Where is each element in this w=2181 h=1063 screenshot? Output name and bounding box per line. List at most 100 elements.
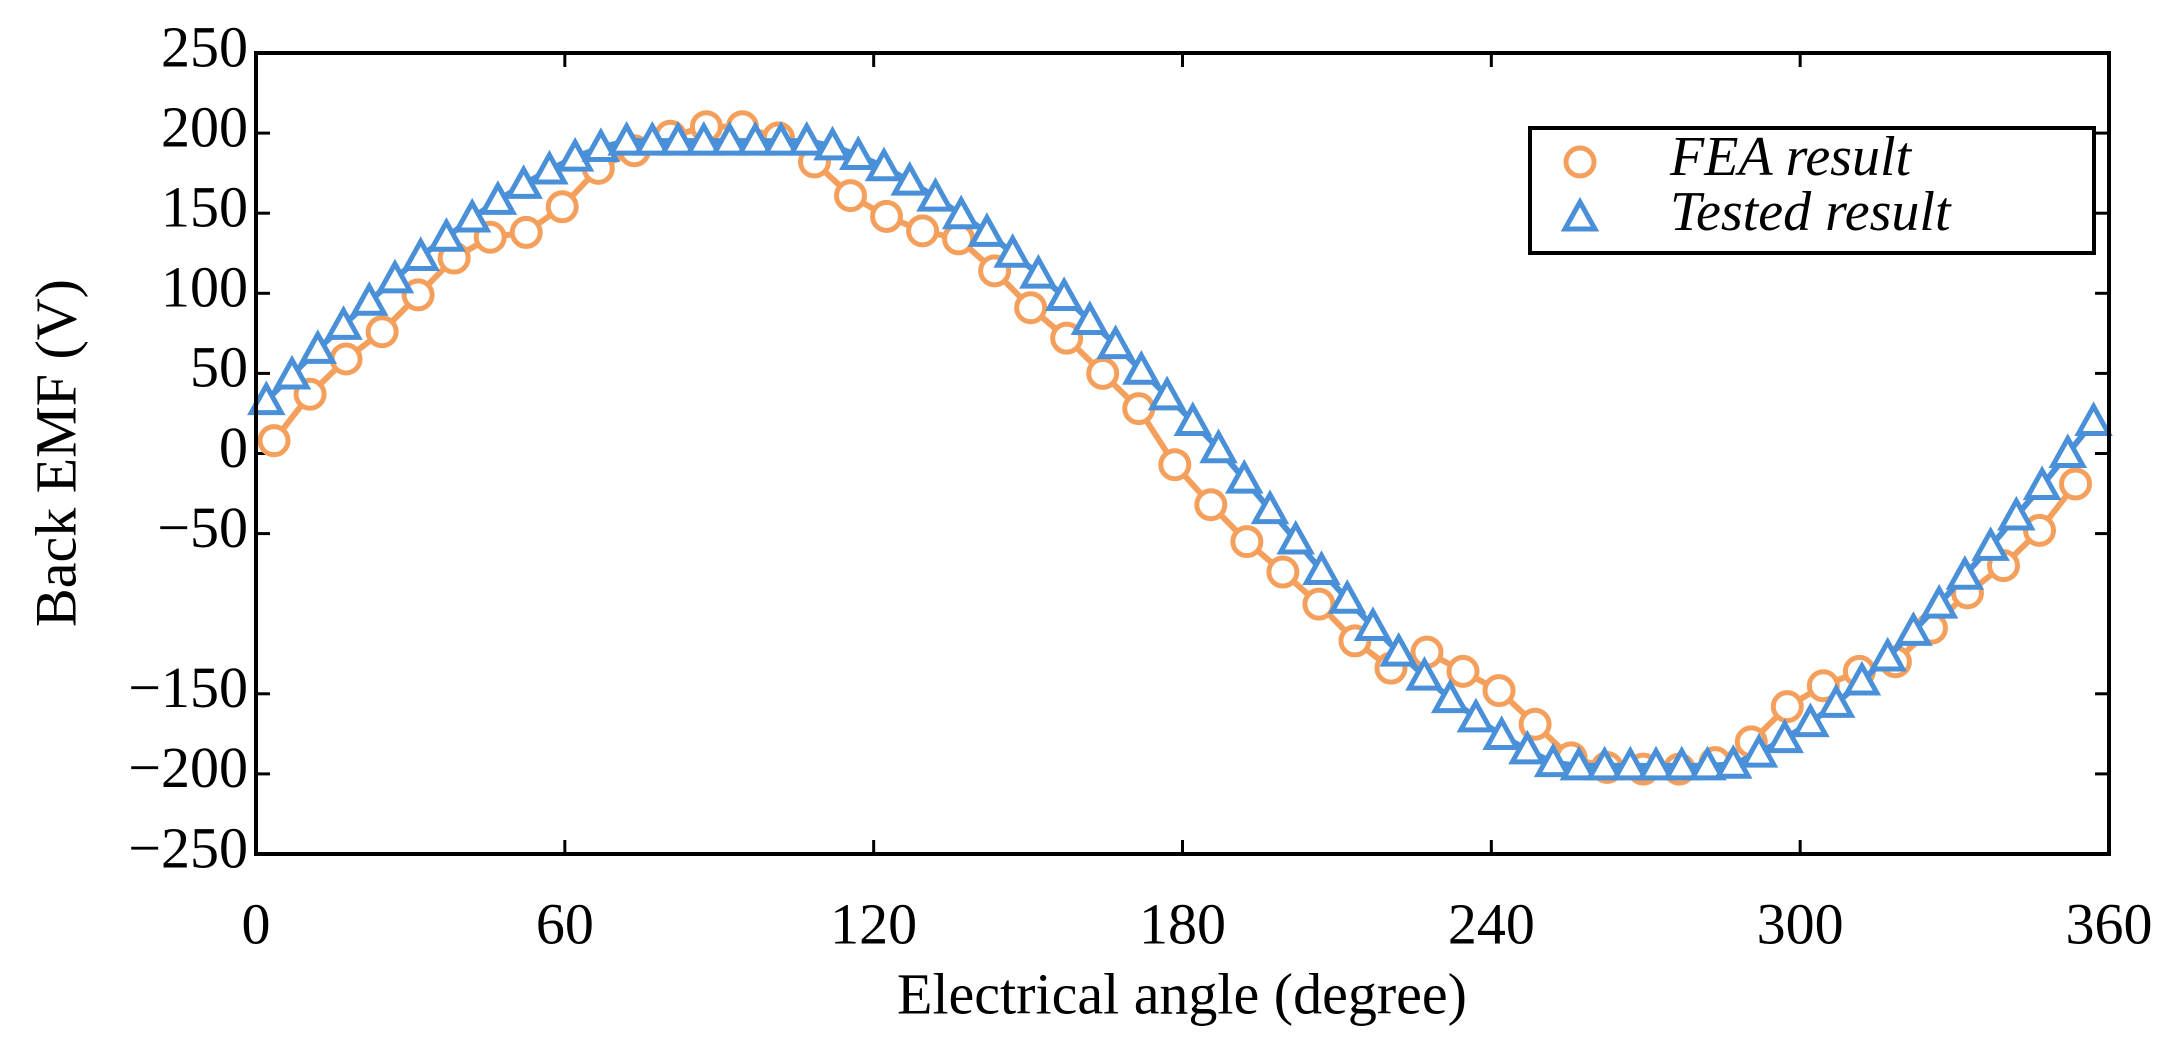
data-point (1070, 300, 1110, 336)
data-point (2059, 467, 2093, 501)
data-point (1770, 690, 1804, 724)
data-point (941, 194, 981, 230)
y-tick-label: 100 (161, 255, 248, 320)
legend-marker (1563, 145, 1597, 179)
data-point (329, 342, 363, 376)
y-tick-label: −150 (128, 655, 248, 720)
legend-label: FEA result (1669, 126, 1913, 188)
data-point (1533, 742, 1573, 778)
data-point (324, 305, 363, 340)
data-point (1688, 745, 1727, 781)
legend-label: Tested result (1670, 181, 1952, 243)
data-point (1446, 654, 1480, 688)
data-point (838, 135, 878, 171)
data-point (1014, 291, 1048, 325)
data-point (1122, 392, 1156, 426)
data-point (1971, 526, 2010, 561)
data-point (478, 180, 518, 215)
x-tick-label: 0 (242, 891, 271, 956)
y-tick-label: −200 (128, 735, 248, 800)
data-point (257, 424, 291, 458)
data-point (1714, 744, 1753, 779)
data-point (1194, 488, 1228, 522)
data-point (633, 120, 672, 156)
data-point (1353, 606, 1393, 642)
data-point (365, 315, 399, 349)
legend-box (1528, 126, 2096, 255)
data-point (1173, 401, 1213, 436)
y-tick-label: −250 (128, 815, 248, 880)
data-point (1791, 702, 1830, 738)
data-point (684, 120, 724, 156)
data-point (1636, 745, 1676, 781)
data-point (607, 120, 646, 156)
data-point (1456, 697, 1496, 733)
data-point (1611, 745, 1650, 781)
x-tick-label: 120 (830, 891, 917, 956)
data-point (2022, 465, 2062, 501)
data-point (1266, 555, 1300, 589)
data-point (401, 236, 440, 271)
data-point (1559, 745, 1599, 781)
data-point (1096, 324, 1135, 360)
data-point (375, 258, 415, 294)
legend-marker (1560, 196, 1600, 232)
data-point (1302, 550, 1341, 585)
data-point (1482, 715, 1521, 750)
data-point (2048, 433, 2088, 468)
y-tick-label: 0 (219, 415, 248, 480)
data-point (813, 125, 852, 161)
x-axis-label: Electrical angle (degree) (897, 961, 1467, 1026)
data-point (427, 217, 466, 252)
y-tick-label: 150 (161, 175, 248, 240)
data-point (1379, 632, 1418, 667)
data-point (870, 199, 904, 233)
data-point (967, 212, 1007, 247)
y-tick-label: 50 (190, 335, 248, 400)
data-point (272, 354, 312, 390)
data-point (710, 120, 749, 156)
data-point (530, 149, 569, 185)
data-point (890, 161, 929, 196)
data-point (906, 214, 940, 248)
data-point (555, 136, 595, 172)
data-point (1868, 636, 1907, 672)
data-point (1816, 683, 1856, 718)
data-point (864, 146, 904, 182)
data-point (916, 177, 955, 212)
data-point (1158, 448, 1192, 482)
data-point (1302, 587, 1336, 621)
data-point (1199, 428, 1238, 464)
data-point (1482, 674, 1516, 708)
data-point (1585, 745, 1624, 781)
data-point (1230, 525, 1264, 559)
x-tick-label: 360 (2066, 891, 2153, 956)
data-point (1044, 276, 1084, 312)
data-point (1327, 579, 1367, 614)
data-point (1430, 678, 1470, 714)
data-point (1225, 458, 1264, 494)
x-tick-label: 300 (1757, 891, 1844, 956)
x-tick-label: 180 (1139, 891, 1226, 956)
data-point (1842, 660, 1882, 696)
y-tick-label: 200 (161, 94, 248, 159)
data-point (1147, 375, 1187, 411)
data-point (834, 179, 868, 213)
data-point (247, 380, 286, 416)
y-tick-label: 250 (161, 14, 248, 79)
data-point (993, 233, 1032, 268)
data-point (1662, 745, 1702, 781)
data-point (1919, 583, 1959, 619)
data-point (298, 329, 338, 364)
data-point (1122, 350, 1161, 385)
data-point (349, 281, 389, 316)
data-point (1894, 611, 1933, 646)
x-tick-label: 60 (536, 891, 594, 956)
data-point (1765, 718, 1804, 754)
data-point (1250, 489, 1290, 525)
data-point (509, 215, 543, 249)
data-point (1405, 656, 1444, 691)
